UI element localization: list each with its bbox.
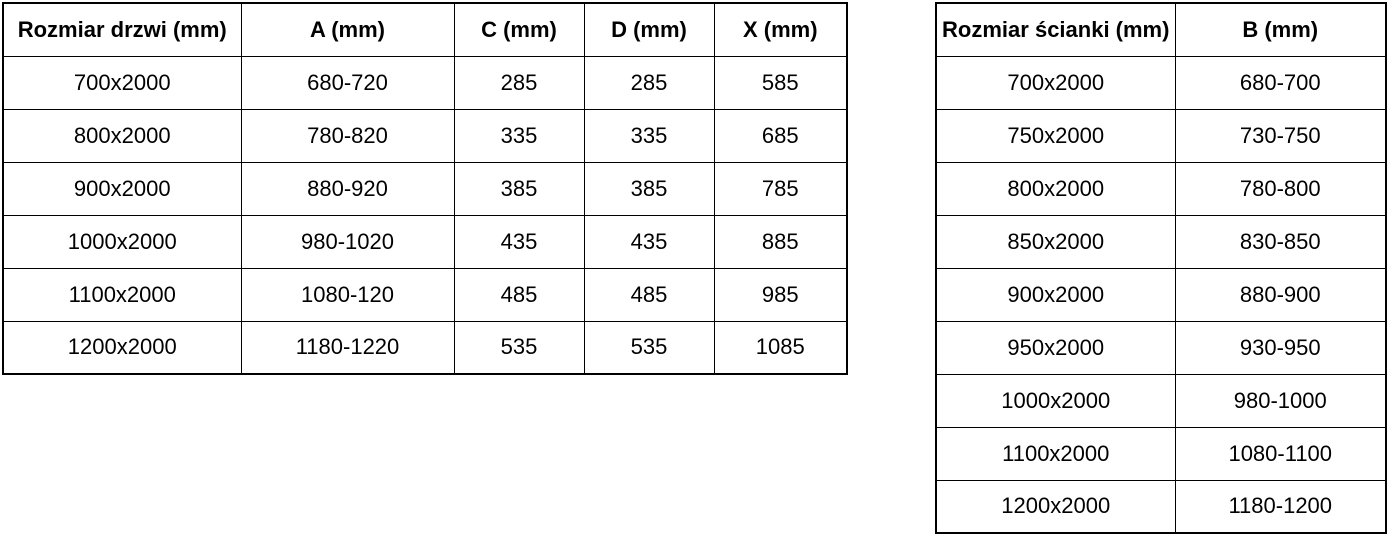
table-cell: 980-1020 xyxy=(240,214,455,269)
table-cell: 950x2000 xyxy=(935,320,1176,375)
table-row: 1200x2000 1180-1220 535 535 1085 xyxy=(2,320,848,375)
table-cell: 285 xyxy=(583,55,715,110)
table-cell: 700x2000 xyxy=(2,55,242,110)
table-cell: 850x2000 xyxy=(935,214,1176,269)
table-row: 700x2000 680-700 xyxy=(935,55,1387,110)
table-cell: 1085 xyxy=(713,320,848,375)
column-header: B (mm) xyxy=(1174,2,1387,57)
table-cell: 750x2000 xyxy=(935,108,1176,163)
table-cell: 785 xyxy=(713,161,848,216)
table-cell: 1000x2000 xyxy=(2,214,242,269)
table-row: 800x2000 780-820 335 335 685 xyxy=(2,108,848,163)
table-cell: 535 xyxy=(583,320,715,375)
table-row: 800x2000 780-800 xyxy=(935,161,1387,216)
table-cell: 335 xyxy=(453,108,585,163)
table-cell: 385 xyxy=(583,161,715,216)
table-row: 900x2000 880-900 xyxy=(935,267,1387,322)
table-cell: 680-700 xyxy=(1174,55,1387,110)
table-cell: 980-1000 xyxy=(1174,373,1387,428)
table-cell: 685 xyxy=(713,108,848,163)
column-header: A (mm) xyxy=(240,2,455,57)
table-cell: 435 xyxy=(583,214,715,269)
table-row: 1200x2000 1180-1200 xyxy=(935,479,1387,534)
header-row: Rozmiar drzwi (mm) A (mm) C (mm) D (mm) X (m… xyxy=(2,2,848,57)
table-row: 700x2000 680-720 285 285 585 xyxy=(2,55,848,110)
table-cell: 880-900 xyxy=(1174,267,1387,322)
table-cell: 1000x2000 xyxy=(935,373,1176,428)
column-header: C (mm) xyxy=(453,2,585,57)
table-cell: 985 xyxy=(713,267,848,322)
column-header: D (mm) xyxy=(583,2,715,57)
table-row: 1100x2000 1080-1100 xyxy=(935,426,1387,481)
column-header: X (mm) xyxy=(713,2,848,57)
table-row: 1000x2000 980-1000 xyxy=(935,373,1387,428)
table-cell: 335 xyxy=(583,108,715,163)
table-cell: 930-950 xyxy=(1174,320,1387,375)
table-row: 950x2000 930-950 xyxy=(935,320,1387,375)
table-row: 1100x2000 1080-120 485 485 985 xyxy=(2,267,848,322)
table-cell: 900x2000 xyxy=(935,267,1176,322)
table-cell: 800x2000 xyxy=(2,108,242,163)
table-cell: 385 xyxy=(453,161,585,216)
table-cell: 485 xyxy=(453,267,585,322)
table-cell: 1080-120 xyxy=(240,267,455,322)
table-cell: 1200x2000 xyxy=(935,479,1176,534)
table-cell: 900x2000 xyxy=(2,161,242,216)
table-cell: 700x2000 xyxy=(935,55,1176,110)
table-cell: 880-920 xyxy=(240,161,455,216)
table-cell: 585 xyxy=(713,55,848,110)
table-cell: 535 xyxy=(453,320,585,375)
table-cell: 285 xyxy=(453,55,585,110)
table-row: 900x2000 880-920 385 385 785 xyxy=(2,161,848,216)
table-cell: 1180-1220 xyxy=(240,320,455,375)
table-row: 750x2000 730-750 xyxy=(935,108,1387,163)
table-cell: 1100x2000 xyxy=(935,426,1176,481)
table-cell: 780-800 xyxy=(1174,161,1387,216)
table-cell: 1200x2000 xyxy=(2,320,242,375)
table-cell: 435 xyxy=(453,214,585,269)
door-sizes-table: Rozmiar drzwi (mm) A (mm) C (mm) D (mm) X (m… xyxy=(2,2,848,375)
table-cell: 800x2000 xyxy=(935,161,1176,216)
table-cell: 885 xyxy=(713,214,848,269)
table-cell: 730-750 xyxy=(1174,108,1387,163)
table-cell: 1180-1200 xyxy=(1174,479,1387,534)
header-row: Rozmiar ścianki (mm) B (mm) xyxy=(935,2,1387,57)
table-cell: 680-720 xyxy=(240,55,455,110)
table-cell: 1100x2000 xyxy=(2,267,242,322)
table-cell: 780-820 xyxy=(240,108,455,163)
column-header: Rozmiar ścianki (mm) xyxy=(935,2,1176,57)
column-header: Rozmiar drzwi (mm) xyxy=(2,2,242,57)
table-cell: 830-850 xyxy=(1174,214,1387,269)
table-row: 1000x2000 980-1020 435 435 885 xyxy=(2,214,848,269)
table-cell: 485 xyxy=(583,267,715,322)
table-cell: 1080-1100 xyxy=(1174,426,1387,481)
wall-panel-sizes-table: Rozmiar ścianki (mm) B (mm) 700x2000 680-70… xyxy=(935,2,1387,534)
table-row: 850x2000 830-850 xyxy=(935,214,1387,269)
